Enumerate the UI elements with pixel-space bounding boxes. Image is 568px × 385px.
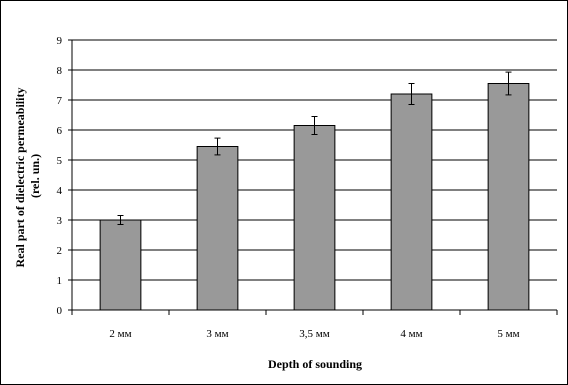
x-tick-label: 3,5 мм <box>299 328 329 340</box>
y-tick-label: 3 <box>57 215 63 227</box>
y-tick-label: 8 <box>57 65 63 77</box>
y-tick-label: 0 <box>57 305 63 317</box>
x-tick-labels: 2 мм 3 мм 3,5 мм 4 мм 5 мм <box>71 310 558 340</box>
x-tick-label: 2 мм <box>109 328 131 340</box>
y-tick-label: 9 <box>57 35 63 47</box>
x-tick-label: 3 мм <box>206 328 228 340</box>
x-tick-label: 5 мм <box>497 328 519 340</box>
bar <box>390 93 433 311</box>
y-axis-title: Real part of dielectric permeability (re… <box>13 85 42 268</box>
y-axis-title-line1: Real part of dielectric permeability <box>13 88 27 268</box>
bar <box>196 146 239 311</box>
y-tick-label: 7 <box>57 95 63 107</box>
y-tick-label: 5 <box>57 155 63 167</box>
y-tick-label: 4 <box>57 185 63 197</box>
bar <box>487 83 530 311</box>
axes <box>71 40 557 311</box>
y-tick-labels: 0 1 2 3 4 5 6 7 8 9 <box>57 35 72 317</box>
y-axis-title-line2: (rel. un.) <box>28 154 42 198</box>
bars <box>99 83 530 311</box>
x-tick-label: 4 мм <box>400 328 422 340</box>
bar <box>99 219 142 311</box>
y-tick-label: 2 <box>57 245 63 257</box>
error-bars <box>117 71 512 225</box>
y-tick-label: 6 <box>57 125 63 137</box>
y-tick-label: 1 <box>57 275 63 287</box>
x-axis-title: Depth of sounding <box>268 357 362 371</box>
bar <box>293 125 336 311</box>
